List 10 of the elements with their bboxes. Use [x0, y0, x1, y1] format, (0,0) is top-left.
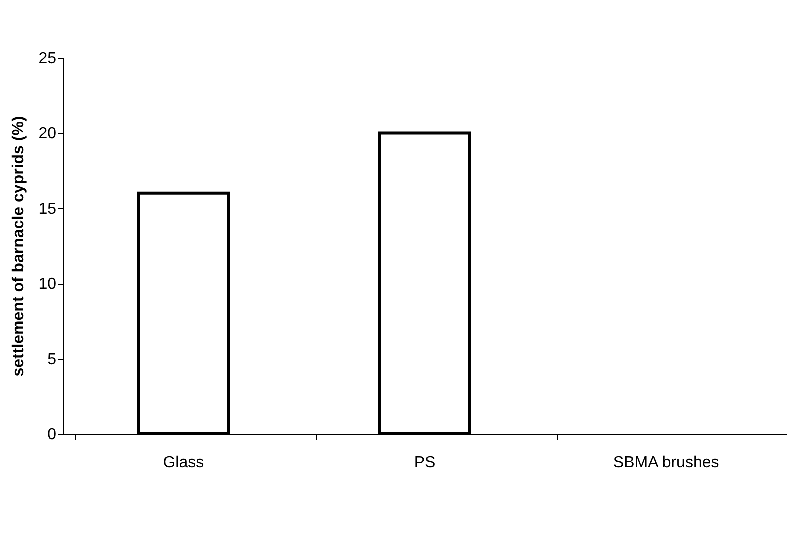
y-tick-label: 25 — [38, 50, 57, 68]
x-tick-label: Glass — [163, 454, 204, 472]
y-tick-label: 0 — [48, 426, 57, 444]
y-tick-label: 20 — [38, 126, 57, 143]
x-tick-label: PS — [414, 454, 436, 472]
y-tick-label: 10 — [38, 276, 57, 294]
x-tick-label: SBMA brushes — [613, 454, 720, 472]
y-tick-label: 5 — [48, 351, 57, 368]
y-axis-title: settlement of barnacle cyprids (%) — [10, 116, 28, 377]
y-tick-label: 15 — [38, 200, 57, 218]
